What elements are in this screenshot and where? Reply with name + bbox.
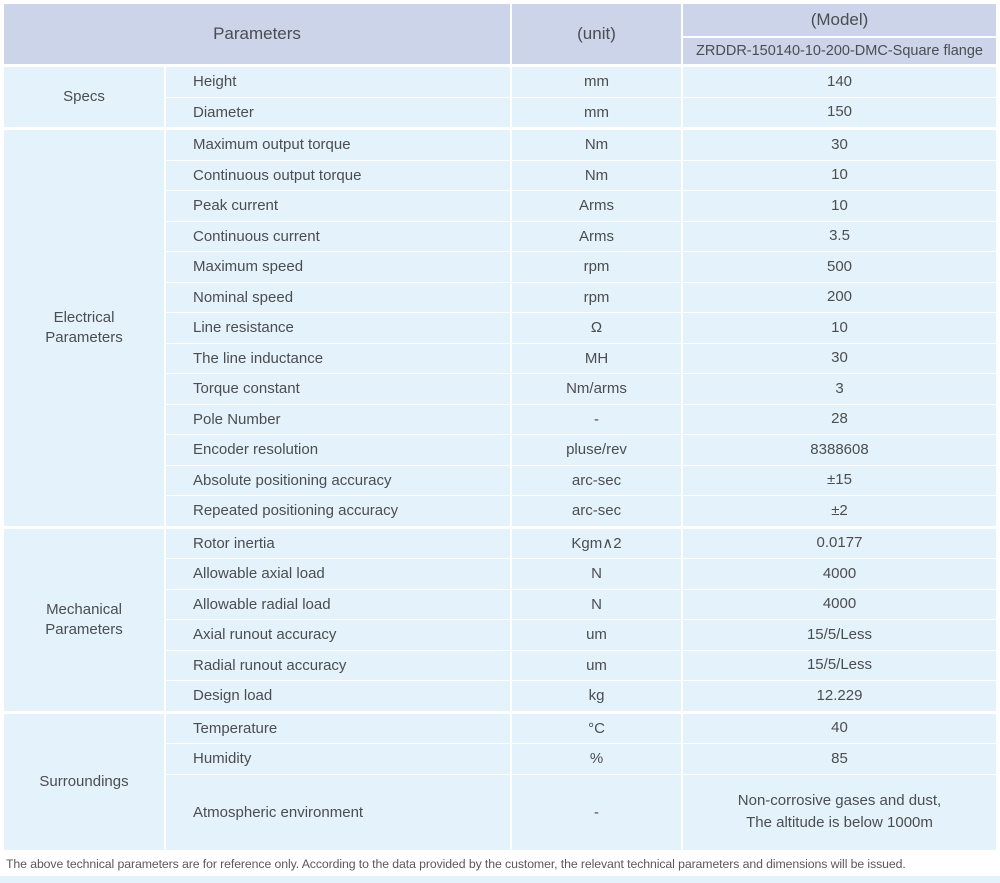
unit-cell: Kgm∧2 <box>512 528 681 558</box>
unit-cell: Ω <box>512 313 681 343</box>
value-cell: 12.229 <box>683 681 996 711</box>
value-cell: 150 <box>683 97 996 127</box>
unit-cell: MH <box>512 343 681 373</box>
category-cell: Surroundings <box>4 713 164 850</box>
parameter-cell: Allowable radial load <box>166 589 510 619</box>
parameter-cell: Rotor inertia <box>166 528 510 558</box>
spec-table: Parameters (unit) (Model) ZRDDR-150140-1… <box>4 4 996 871</box>
unit-cell: Nm <box>512 130 681 160</box>
unit-cell: Arms <box>512 221 681 251</box>
unit-cell: rpm <box>512 282 681 312</box>
value-cell: 30 <box>683 130 996 160</box>
value-cell: 140 <box>683 67 996 97</box>
section-mechanical: Mechanical Parameters Rotor inertia Kgm∧2 0… <box>4 528 996 711</box>
value-cell: 500 <box>683 252 996 282</box>
parameter-cell: Pole Number <box>166 404 510 434</box>
parameter-cell: Diameter <box>166 97 510 127</box>
unit-cell: - <box>512 774 681 850</box>
parameter-cell: Allowable axial load <box>166 559 510 589</box>
value-cell: 30 <box>683 343 996 373</box>
header-parameters-label: Parameters <box>4 4 510 64</box>
bottom-strip <box>0 876 1000 883</box>
value-cell: 10 <box>683 191 996 221</box>
category-cell: Electrical Parameters <box>4 130 164 526</box>
parameter-cell: Maximum output torque <box>166 130 510 160</box>
parameter-cell: Maximum speed <box>166 252 510 282</box>
header-model-label: (Model) <box>683 4 996 36</box>
unit-cell: - <box>512 404 681 434</box>
section-specs: Specs Height mm 140 Diameter mm 150 <box>4 67 996 127</box>
unit-cell: pluse/rev <box>512 435 681 465</box>
unit-cell: Nm <box>512 160 681 190</box>
footnote: The above technical parameters are for r… <box>6 856 906 871</box>
category-cell: Specs <box>4 67 164 127</box>
value-cell: 15/5/Less <box>683 620 996 650</box>
parameter-cell: Continuous output torque <box>166 160 510 190</box>
value-cell: 200 <box>683 282 996 312</box>
value-cell: 4000 <box>683 559 996 589</box>
value-cell: 10 <box>683 313 996 343</box>
value-cell: 0.0177 <box>683 528 996 558</box>
value-cell: Non-corrosive gases and dust, The altitu… <box>683 774 996 850</box>
unit-cell: kg <box>512 681 681 711</box>
unit-cell: mm <box>512 97 681 127</box>
parameter-cell: Continuous current <box>166 221 510 251</box>
parameter-cell: Axial runout accuracy <box>166 620 510 650</box>
value-cell: ±2 <box>683 496 996 526</box>
parameter-cell: Nominal speed <box>166 282 510 312</box>
value-cell: 3 <box>683 374 996 404</box>
category-cell: Mechanical Parameters <box>4 528 164 711</box>
unit-cell: mm <box>512 67 681 97</box>
section-electrical: Electrical Parameters Maximum output torq… <box>4 130 996 526</box>
unit-cell: um <box>512 620 681 650</box>
parameter-cell: The line inductance <box>166 343 510 373</box>
parameter-cell: Humidity <box>166 744 510 774</box>
unit-cell: N <box>512 559 681 589</box>
parameter-cell: Peak current <box>166 191 510 221</box>
value-cell: 3.5 <box>683 221 996 251</box>
value-cell: ±15 <box>683 465 996 495</box>
header-unit-label: (unit) <box>512 4 681 64</box>
value-cell: 8388608 <box>683 435 996 465</box>
parameter-cell: Encoder resolution <box>166 435 510 465</box>
parameter-cell: Atmospheric environment <box>166 774 510 850</box>
unit-cell: Nm/arms <box>512 374 681 404</box>
value-cell: 10 <box>683 160 996 190</box>
unit-cell: um <box>512 650 681 680</box>
parameter-cell: Line resistance <box>166 313 510 343</box>
table-header: Parameters (unit) (Model) ZRDDR-150140-1… <box>4 4 996 64</box>
value-cell: 15/5/Less <box>683 650 996 680</box>
value-cell: 40 <box>683 713 996 743</box>
parameter-cell: Torque constant <box>166 374 510 404</box>
unit-cell: arc-sec <box>512 465 681 495</box>
unit-cell: arc-sec <box>512 496 681 526</box>
parameter-cell: Absolute positioning accuracy <box>166 465 510 495</box>
unit-cell: N <box>512 589 681 619</box>
value-cell: 28 <box>683 404 996 434</box>
unit-cell: Arms <box>512 191 681 221</box>
section-surroundings: Surroundings Temperature °C 40 Humidity% 85 At… <box>4 713 996 850</box>
unit-cell: rpm <box>512 252 681 282</box>
parameter-cell: Height <box>166 67 510 97</box>
table-body: Specs Height mm 140 Diameter mm 150 Electrical … <box>4 67 996 850</box>
value-cell: 4000 <box>683 589 996 619</box>
parameter-cell: Design load <box>166 681 510 711</box>
value-cell: 85 <box>683 744 996 774</box>
unit-cell: °C <box>512 713 681 743</box>
parameter-cell: Radial runout accuracy <box>166 650 510 680</box>
parameter-cell: Repeated positioning accuracy <box>166 496 510 526</box>
header-model-value: ZRDDR-150140-10-200-DMC-Square flange <box>683 38 996 64</box>
unit-cell: % <box>512 744 681 774</box>
parameter-cell: Temperature <box>166 713 510 743</box>
